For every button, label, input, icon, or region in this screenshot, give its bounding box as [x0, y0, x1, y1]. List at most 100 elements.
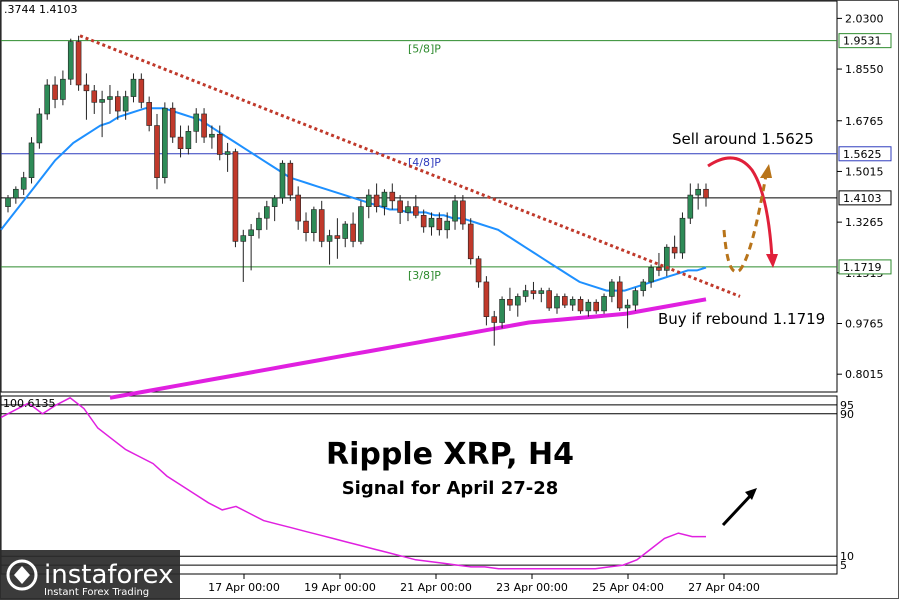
candle-body: [264, 206, 270, 219]
candle-body: [224, 151, 231, 155]
candle: [413, 195, 419, 219]
candle: [138, 73, 145, 109]
chart-subtitle: Signal for April 27-28: [342, 478, 559, 499]
candle: [287, 160, 294, 201]
time-tick-label: 23 Apr 00:00: [496, 581, 568, 594]
candle-body: [36, 113, 43, 144]
candle-body: [420, 215, 427, 228]
trendline-segment: [79, 34, 741, 298]
candle: [146, 96, 152, 132]
slow-moving-average: [109, 297, 707, 400]
slow-ma-line: [109, 297, 707, 400]
candle: [224, 142, 231, 172]
indicator-panel: [0, 395, 838, 575]
candle: [420, 209, 427, 233]
candle: [256, 212, 262, 239]
candle-body: [640, 281, 647, 291]
candle: [91, 84, 98, 114]
candle-body: [365, 194, 372, 207]
candle-body: [122, 96, 129, 112]
candle-body: [295, 194, 301, 222]
time-tick-label: 19 Apr 00:00: [304, 581, 376, 594]
candle: [44, 79, 51, 120]
candle: [491, 310, 498, 346]
candle-body: [405, 206, 411, 213]
price-tick-label: 1.3265: [845, 216, 884, 229]
price-panel: [0, 0, 838, 393]
candle-body: [663, 246, 670, 271]
candle-body: [83, 84, 90, 92]
candle: [663, 244, 670, 277]
candle: [389, 183, 396, 210]
candle: [28, 137, 35, 184]
candle-body: [452, 200, 458, 222]
trend-up-arrow: [721, 488, 757, 527]
pivot-price-label: 1.9531: [843, 35, 882, 48]
candle-body: [334, 235, 341, 239]
candle-body: [436, 217, 443, 231]
candle: [36, 108, 43, 149]
candle: [656, 252, 662, 277]
candle-body: [60, 78, 66, 100]
candle: [5, 195, 11, 213]
candle-body: [671, 246, 678, 254]
candle-body: [444, 220, 450, 231]
candle: [593, 299, 600, 314]
candle-body: [687, 194, 694, 219]
candle: [177, 125, 184, 158]
candle-body: [373, 194, 380, 207]
candle-body: [601, 296, 607, 312]
sell-note: Sell around 1.5625: [672, 130, 814, 148]
candle: [358, 200, 364, 245]
candle: [648, 264, 654, 288]
candle-body: [256, 217, 262, 231]
candle: [499, 296, 505, 329]
candle: [616, 276, 623, 311]
candle: [216, 125, 223, 161]
pivot-price-label: 1.5625: [843, 148, 882, 161]
candle-body: [44, 84, 51, 115]
candle-body: [507, 299, 513, 306]
candle-body: [381, 191, 388, 207]
candle-body: [52, 84, 58, 100]
candlesticks: [5, 35, 709, 346]
indicator-line: [0, 396, 706, 570]
candle: [577, 296, 584, 314]
candle-body: [279, 162, 286, 199]
candle-body: [130, 78, 137, 97]
candle-body: [326, 235, 333, 242]
candle: [546, 287, 552, 311]
candle-body: [695, 188, 701, 196]
buy-note: Buy if rebound 1.1719: [658, 310, 825, 328]
price-tick-label: 0.8015: [845, 368, 884, 381]
sell-arrow: [707, 156, 778, 268]
pivot-price-box: [838, 146, 892, 162]
candle-body: [546, 290, 552, 309]
candle: [507, 287, 513, 311]
price-tick-label: 0.9765: [845, 318, 884, 331]
candle-body: [585, 301, 592, 312]
candle-body: [201, 113, 207, 138]
candle-body: [114, 96, 121, 112]
candle-body: [216, 133, 223, 155]
candle-body: [648, 267, 654, 283]
candle: [530, 281, 537, 300]
candle: [303, 212, 309, 242]
candle-body: [318, 209, 325, 242]
candle: [75, 35, 82, 91]
candle-body: [232, 151, 239, 242]
candle-body: [138, 78, 145, 103]
candle-body: [342, 223, 349, 239]
candle: [248, 224, 254, 271]
candle: [350, 212, 356, 248]
candle-body: [162, 107, 168, 178]
candle: [601, 293, 607, 314]
candle-body: [358, 206, 364, 242]
indicator-readout: 100.6135: [3, 397, 56, 410]
candle: [185, 125, 192, 155]
candle: [585, 299, 592, 317]
candle-body: [177, 136, 184, 150]
candle: [460, 195, 466, 230]
candle: [554, 293, 560, 314]
